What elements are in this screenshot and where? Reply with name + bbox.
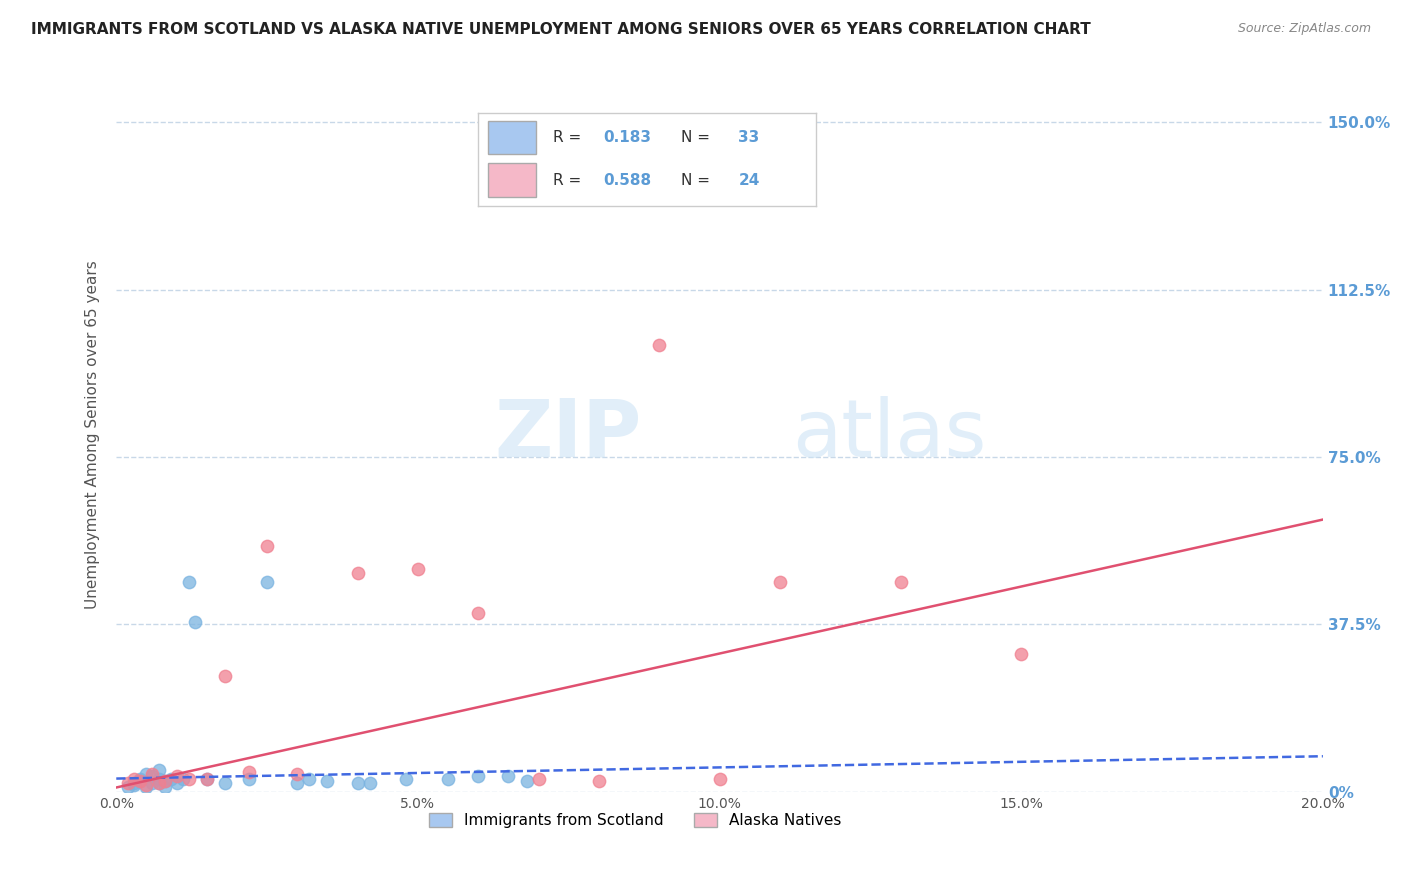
Point bbox=[498, 769, 520, 783]
Point bbox=[141, 769, 163, 783]
Point bbox=[1010, 647, 1032, 661]
Point bbox=[527, 772, 550, 786]
Point bbox=[135, 780, 157, 795]
Point bbox=[166, 769, 188, 783]
Point bbox=[214, 776, 236, 790]
Point bbox=[769, 575, 792, 590]
Point bbox=[467, 769, 489, 783]
Point bbox=[395, 772, 418, 786]
Point bbox=[890, 575, 912, 590]
Point bbox=[117, 780, 139, 795]
Point bbox=[166, 776, 188, 790]
Point bbox=[153, 773, 176, 788]
Point bbox=[285, 767, 308, 781]
Point bbox=[238, 772, 260, 786]
Point bbox=[148, 772, 170, 786]
Point bbox=[256, 575, 278, 590]
Point bbox=[124, 772, 146, 786]
Point bbox=[214, 669, 236, 683]
Point bbox=[148, 776, 170, 790]
Point bbox=[709, 772, 731, 786]
Point bbox=[172, 772, 194, 786]
Point bbox=[195, 772, 218, 786]
Y-axis label: Unemployment Among Seniors over 65 years: Unemployment Among Seniors over 65 years bbox=[86, 260, 100, 609]
Point bbox=[141, 767, 163, 781]
Point bbox=[648, 338, 671, 352]
Point bbox=[316, 773, 339, 788]
Text: Source: ZipAtlas.com: Source: ZipAtlas.com bbox=[1237, 22, 1371, 36]
Point bbox=[515, 773, 537, 788]
Text: IMMIGRANTS FROM SCOTLAND VS ALASKA NATIVE UNEMPLOYMENT AMONG SENIORS OVER 65 YEA: IMMIGRANTS FROM SCOTLAND VS ALASKA NATIV… bbox=[31, 22, 1091, 37]
Point bbox=[129, 773, 152, 788]
Point bbox=[346, 776, 368, 790]
Point bbox=[148, 763, 170, 777]
Point bbox=[177, 772, 200, 786]
Point bbox=[346, 566, 368, 581]
Point bbox=[588, 773, 610, 788]
Point bbox=[195, 772, 218, 786]
Point bbox=[359, 776, 381, 790]
Point bbox=[238, 764, 260, 779]
Point bbox=[135, 767, 157, 781]
Point bbox=[298, 772, 321, 786]
Point bbox=[124, 778, 146, 792]
Point bbox=[124, 776, 146, 790]
Point bbox=[177, 575, 200, 590]
Point bbox=[406, 562, 429, 576]
Point bbox=[141, 776, 163, 790]
Point bbox=[153, 780, 176, 795]
Text: atlas: atlas bbox=[792, 396, 987, 474]
Point bbox=[159, 772, 181, 786]
Point bbox=[129, 773, 152, 788]
Point bbox=[153, 773, 176, 788]
Text: ZIP: ZIP bbox=[494, 396, 641, 474]
Point bbox=[256, 539, 278, 553]
Point bbox=[148, 776, 170, 790]
Point bbox=[285, 776, 308, 790]
Legend: Immigrants from Scotland, Alaska Natives: Immigrants from Scotland, Alaska Natives bbox=[423, 807, 848, 834]
Point bbox=[135, 778, 157, 792]
Point bbox=[183, 615, 205, 630]
Point bbox=[129, 772, 152, 786]
Point bbox=[117, 776, 139, 790]
Point bbox=[437, 772, 460, 786]
Point bbox=[467, 607, 489, 621]
